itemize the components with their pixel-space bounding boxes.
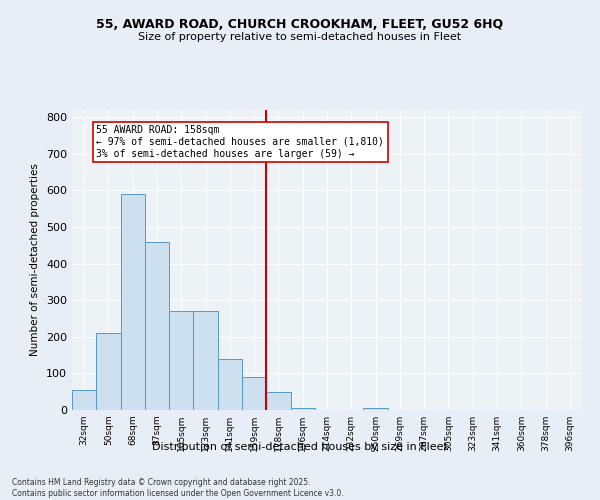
Bar	[364, 408, 388, 410]
Bar	[193, 311, 218, 410]
Text: Contains HM Land Registry data © Crown copyright and database right 2025.
Contai: Contains HM Land Registry data © Crown c…	[12, 478, 344, 498]
Bar	[242, 377, 266, 410]
Text: Distribution of semi-detached houses by size in Fleet: Distribution of semi-detached houses by …	[152, 442, 448, 452]
Bar	[72, 390, 96, 410]
Y-axis label: Number of semi-detached properties: Number of semi-detached properties	[31, 164, 40, 356]
Text: 55, AWARD ROAD, CHURCH CROOKHAM, FLEET, GU52 6HQ: 55, AWARD ROAD, CHURCH CROOKHAM, FLEET, …	[97, 18, 503, 30]
Bar	[218, 359, 242, 410]
Bar	[266, 392, 290, 410]
Bar	[121, 194, 145, 410]
Text: Size of property relative to semi-detached houses in Fleet: Size of property relative to semi-detach…	[139, 32, 461, 42]
Bar	[290, 408, 315, 410]
Text: 55 AWARD ROAD: 158sqm
← 97% of semi-detached houses are smaller (1,810)
3% of se: 55 AWARD ROAD: 158sqm ← 97% of semi-deta…	[96, 126, 384, 158]
Bar	[145, 242, 169, 410]
Bar	[169, 311, 193, 410]
Bar	[96, 333, 121, 410]
